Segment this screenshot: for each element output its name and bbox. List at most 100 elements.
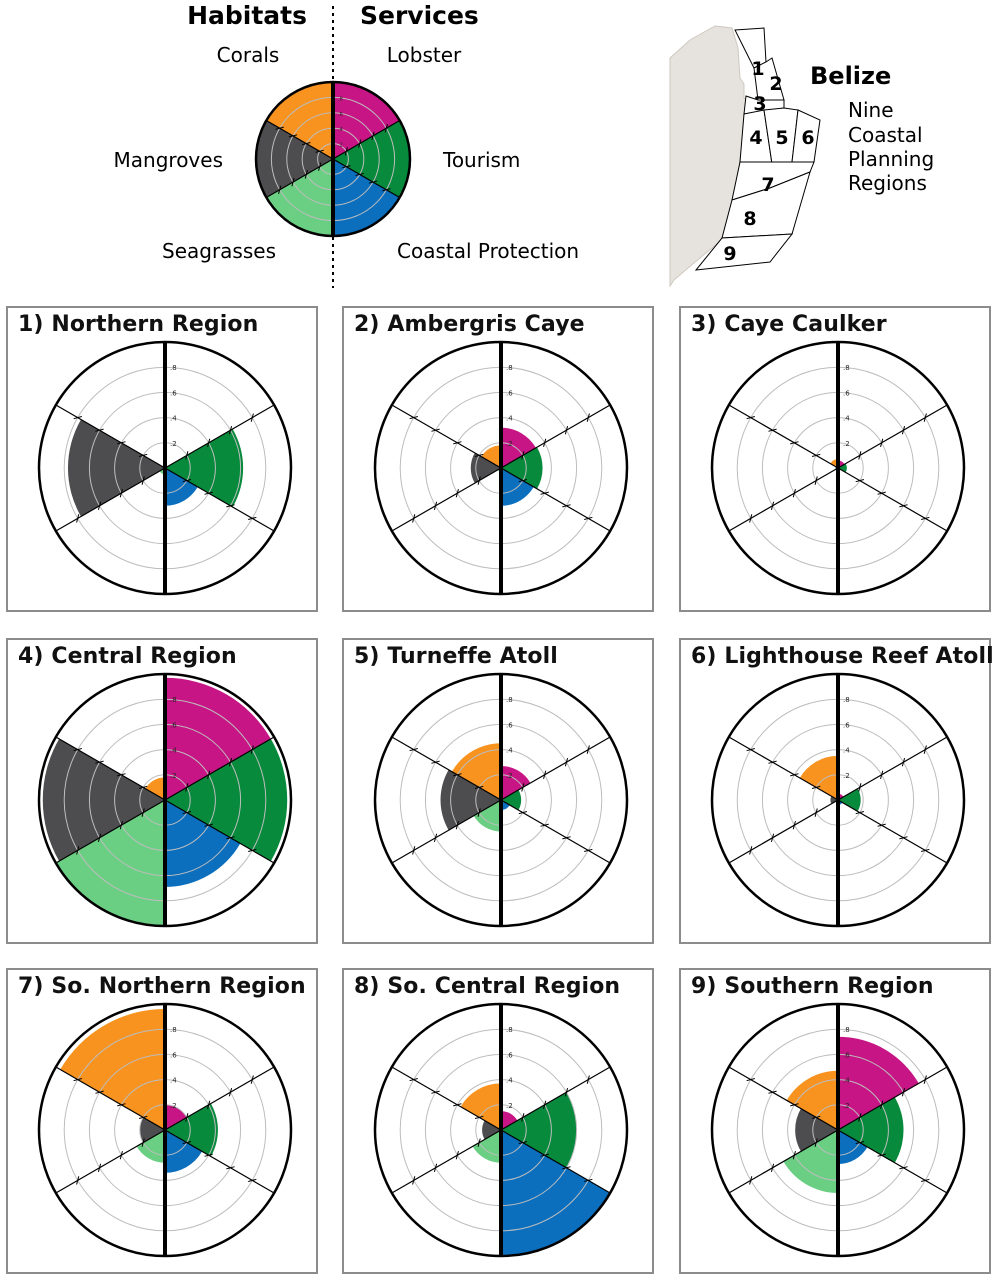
- polar-plot: .2 .4 .6 .8: [710, 1002, 966, 1258]
- axis-tick: [409, 1078, 418, 1082]
- axis-tick: [923, 413, 927, 422]
- sector-tourism: [501, 447, 543, 489]
- axis-tick: [412, 846, 416, 855]
- tick-label: .4: [843, 747, 850, 755]
- map-region-3: 3: [753, 93, 766, 115]
- map-region-1: 1: [751, 58, 764, 80]
- axis-tick: [790, 773, 799, 777]
- legend-label-coastal-protection: Coastal Protection: [397, 239, 579, 263]
- axis-tick: [543, 438, 547, 448]
- axis-tick: [814, 476, 818, 485]
- sector-mangroves: [256, 120, 333, 198]
- tick-label: .8: [843, 364, 850, 372]
- sector-tourism: [333, 120, 410, 198]
- axis-tick: [858, 1113, 862, 1122]
- tick-label: .2: [338, 143, 343, 149]
- axis-tick: [564, 1087, 569, 1097]
- axis-tick: [518, 811, 528, 815]
- axis-tick: [768, 760, 777, 764]
- axis-tick: [288, 134, 298, 138]
- polar-plot: .2 .4 .6 .8: [710, 672, 966, 928]
- tick-label: .4: [843, 1077, 850, 1085]
- sector-divider: [55, 1066, 166, 1131]
- axis-tick: [275, 126, 284, 130]
- axis-tick: [814, 808, 818, 817]
- polar-plot: .2 .4 .6 .8: [373, 1002, 629, 1258]
- map-region-9: 9: [723, 243, 736, 265]
- sector-corals: [481, 445, 501, 468]
- axis-tick: [858, 451, 862, 460]
- axis-tick: [455, 820, 459, 830]
- axis-tick: [899, 1166, 908, 1170]
- axis-tick: [562, 836, 571, 840]
- sector-divider: [266, 158, 334, 199]
- axis-tick: [746, 748, 755, 752]
- axis-tick: [811, 785, 821, 789]
- sector-seagrasses: [783, 1130, 838, 1193]
- sector-divider: [728, 736, 839, 801]
- sector-divider: [500, 736, 611, 801]
- tick-label: .8: [506, 364, 513, 372]
- axis-tick: [562, 504, 571, 508]
- axis-tick: [315, 149, 324, 153]
- legend-label-mangroves: Mangroves: [114, 148, 223, 172]
- axis-tick: [318, 162, 322, 171]
- axis-tick: [877, 1153, 886, 1157]
- tick-label: .8: [843, 1026, 850, 1034]
- axis-tick: [141, 1138, 145, 1147]
- tick-label: .6: [843, 721, 850, 729]
- sector-tourism: [838, 1097, 904, 1163]
- axis-tick: [792, 820, 796, 830]
- sector-lobster: [501, 765, 531, 800]
- sector-lobster: [501, 427, 536, 468]
- sector-coastal-protection: [838, 1130, 868, 1165]
- axis-tick: [358, 139, 362, 148]
- axis-tick: [433, 1163, 438, 1173]
- axis-tick: [584, 848, 593, 852]
- sector-divider: [164, 799, 275, 864]
- sector-coastal-protection: [165, 800, 241, 887]
- tick-label: .4: [170, 747, 177, 755]
- polar-chart: .2 .4 .6 .8: [37, 672, 293, 928]
- sector-divider: [266, 119, 334, 160]
- axis-tick: [182, 479, 192, 483]
- polar-chart: .2 .4 .6 .8: [710, 340, 966, 596]
- sector-divider: [391, 1066, 502, 1131]
- axis-tick: [811, 1115, 821, 1119]
- sector-divider: [837, 736, 948, 801]
- axis-tick: [226, 836, 235, 840]
- axis-tick: [899, 836, 908, 840]
- sector-divider: [55, 799, 166, 864]
- axis-tick: [119, 488, 123, 498]
- sector-tourism: [165, 738, 288, 862]
- region-8-outline: [721, 171, 811, 239]
- axis-tick: [518, 479, 528, 483]
- axis-tick: [207, 770, 211, 780]
- axis-tick: [899, 504, 908, 508]
- polar-plot: .2 .4 .6 .8: [37, 672, 293, 928]
- axis-tick: [382, 188, 391, 192]
- axis-tick: [586, 1075, 590, 1084]
- axis-tick: [138, 453, 148, 457]
- axis-tick: [119, 1150, 123, 1160]
- panel-title: 5) Turneffe Atoll: [354, 644, 558, 669]
- axis-tick: [749, 1176, 753, 1185]
- sector-divider: [332, 158, 400, 199]
- axis-tick: [474, 785, 484, 789]
- sector-divider: [164, 1066, 275, 1131]
- polar-chart: .2 .4 .6 .8: [710, 672, 966, 928]
- tick-label: .6: [338, 112, 343, 118]
- axis-tick: [768, 428, 777, 432]
- sector-divider: [391, 404, 502, 469]
- tick-label: .6: [170, 389, 177, 397]
- sector-mangroves: [795, 1108, 838, 1152]
- legend-label-tourism: Tourism: [442, 148, 520, 172]
- sector-divider: [164, 1129, 275, 1194]
- panel-title: 1) Northern Region: [18, 312, 259, 337]
- tick-label: .2: [843, 440, 850, 448]
- sector-divider: [837, 1129, 948, 1194]
- polar-plot: .2 .4 .6 .8: [37, 340, 293, 596]
- chart-panel-6: 6) Lighthouse Reef Atoll .2 .4 .6 .8: [679, 638, 994, 944]
- sector-divider: [55, 467, 166, 532]
- axis-tick: [586, 745, 590, 754]
